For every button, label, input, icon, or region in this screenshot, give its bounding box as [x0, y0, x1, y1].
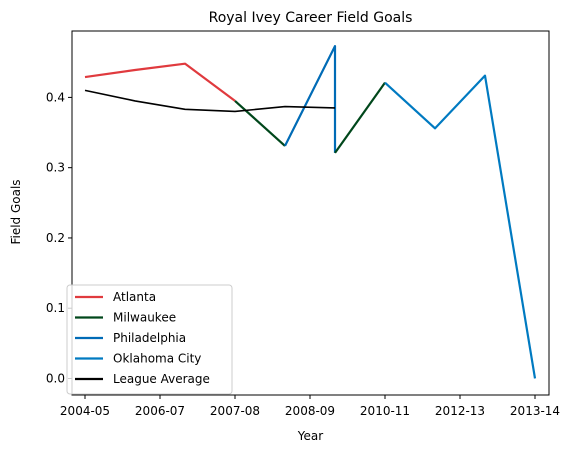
series-line-atlanta-0 [84, 62, 236, 102]
y-tick-label-0: 0.0 [46, 371, 65, 385]
x-tick-label-2: 2007-08 [210, 404, 260, 418]
series-line-oklahoma-city-4 [384, 74, 537, 379]
legend-label-league-average: League Average [113, 372, 210, 386]
axes-layer: 2004-05 2006-07 2007-08 2008-09 2010-11 2012-… [46, 30, 560, 418]
y-tick-label-4: 0.4 [46, 90, 65, 104]
y-axis-label: Field Goals [9, 179, 23, 244]
x-tick-label-6: 2013-14 [510, 404, 560, 418]
legend-label-milwaukee: Milwaukee [113, 311, 176, 325]
series-line-philadelphia-2 [284, 45, 337, 153]
legend-label-oklahoma-city: Oklahoma City [113, 352, 201, 366]
series-layer [84, 45, 537, 379]
x-tick-label-0: 2004-05 [60, 404, 110, 418]
x-tick-label-1: 2006-07 [135, 404, 185, 418]
chart-title: Royal Ivey Career Field Goals [209, 10, 413, 26]
series-line-league-average-5 [84, 89, 336, 113]
x-tick-label-3: 2008-09 [285, 404, 335, 418]
legend-box [66, 284, 233, 395]
y-tick-label-3: 0.3 [46, 161, 65, 175]
series-line-milwaukee-1 [234, 100, 286, 147]
y-tick-label-2: 0.2 [46, 231, 65, 245]
series-line-milwaukee-3 [334, 82, 386, 154]
x-tick-label-4: 2010-11 [360, 404, 410, 418]
y-tick-label-1: 0.1 [46, 301, 65, 315]
x-tick-label-5: 2012-13 [435, 404, 485, 418]
legend-label-atlanta: Atlanta [113, 290, 156, 304]
legend: Atlanta Milwaukee Philadelphia Oklahoma Cit… [66, 284, 233, 395]
legend-label-philadelphia: Philadelphia [113, 331, 186, 345]
x-axis-label: Year [297, 429, 323, 443]
